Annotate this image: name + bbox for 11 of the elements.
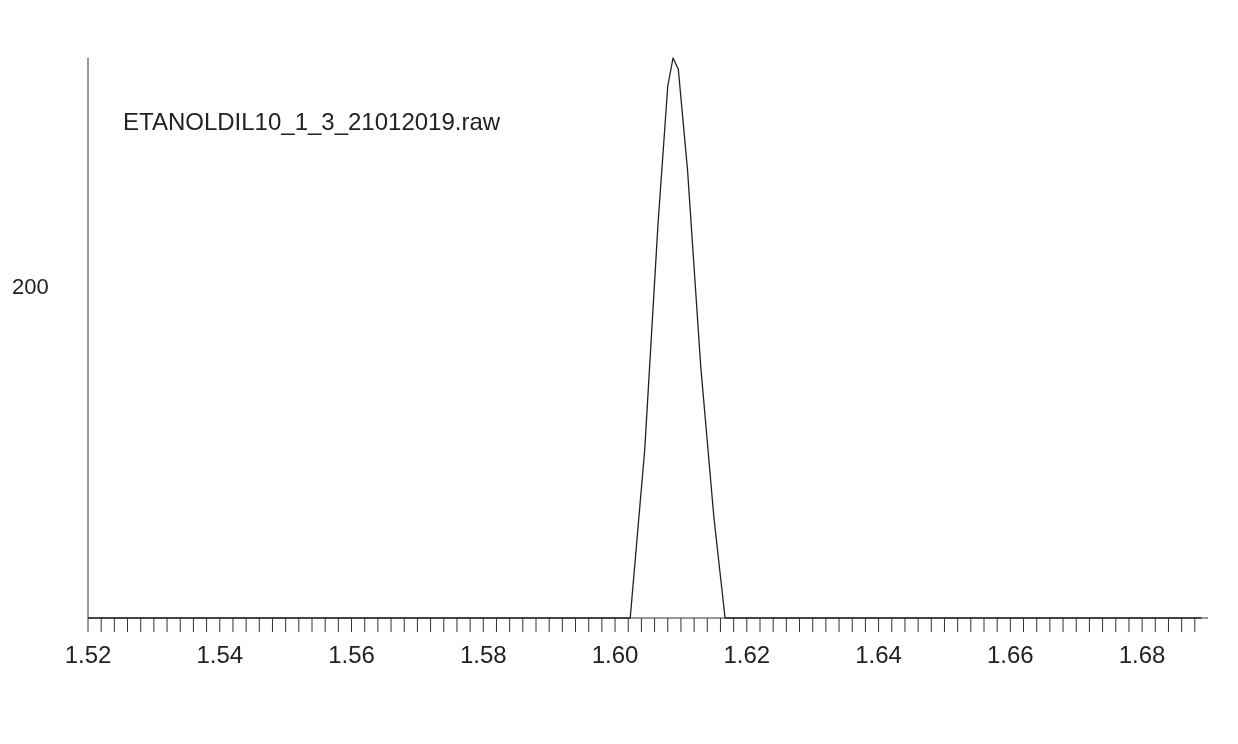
x-tick-label: 1.52 (64, 641, 112, 669)
x-tick-label: 1.58 (459, 641, 507, 669)
x-tick-label: 1.62 (723, 641, 771, 669)
x-tick-label: 1.54 (196, 641, 244, 669)
x-tick-label: 1.66 (986, 641, 1034, 669)
x-tick-label: 1.64 (855, 641, 902, 669)
text: 200 (12, 273, 49, 300)
x-tick-label: 1.56 (328, 641, 375, 669)
x-tick-label: 1.68 (1118, 641, 1166, 669)
annotation: ETANOLDIL10_1_3_21012019.raw (123, 108, 501, 136)
x-tick-label: 1.60 (591, 641, 639, 669)
